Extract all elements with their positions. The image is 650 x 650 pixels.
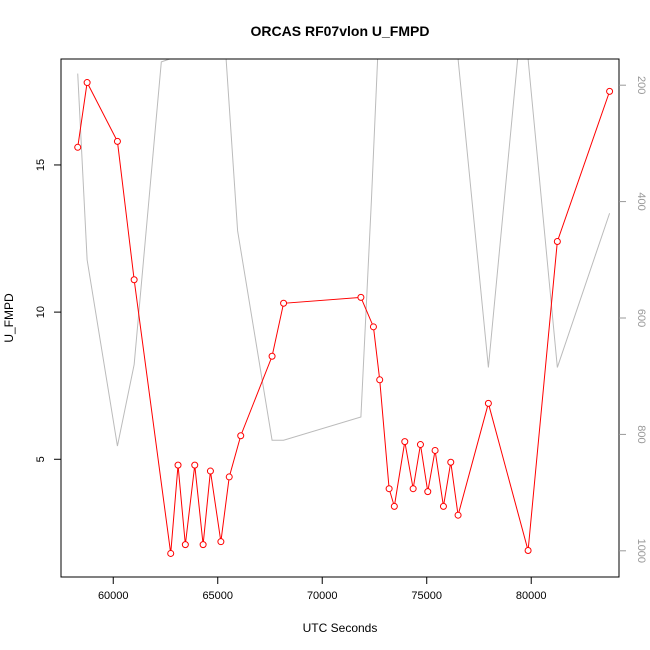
x-axis-label: UTC Seconds: [303, 621, 378, 635]
red-series-point: [447, 458, 455, 466]
red-series-point: [424, 488, 432, 496]
red-series-point: [376, 376, 384, 384]
red-series-point: [431, 446, 439, 454]
red-series-point: [606, 87, 614, 95]
red-series: [74, 79, 614, 557]
red-series-point: [217, 538, 225, 546]
gray-series: [77, 59, 611, 447]
y2-tick-label: 1000: [635, 539, 647, 563]
x-tick-label: 60000: [98, 590, 129, 602]
y2-tick-label: 800: [635, 425, 647, 443]
red-series-point: [369, 323, 377, 331]
gray-series-line: [77, 59, 611, 447]
red-series-point: [401, 438, 409, 446]
x-tick-label: 70000: [307, 590, 338, 602]
red-series-point: [280, 299, 288, 307]
red-series-point: [74, 143, 82, 151]
red-series-point: [454, 511, 462, 519]
red-series-point: [416, 441, 424, 449]
red-series-point: [268, 352, 276, 360]
y-tick-label: 5: [35, 456, 47, 462]
red-series-point: [484, 399, 492, 407]
y-axis: 5 10 15: [35, 159, 61, 462]
x-tick-label: 65000: [202, 590, 233, 602]
red-series-line: [77, 80, 611, 554]
y2-tick-label: 400: [635, 192, 647, 210]
red-series-point: [191, 461, 199, 469]
red-series-point: [357, 293, 365, 301]
y2-axis: 200 400 600 800 1000: [619, 76, 647, 563]
red-series-point: [385, 485, 393, 493]
red-series-point: [181, 541, 189, 549]
x-axis: 60000 65000 70000 75000 80000: [98, 577, 547, 602]
red-series-point: [390, 502, 398, 510]
red-series-point: [113, 137, 121, 145]
y-tick-label: 15: [35, 159, 47, 171]
y-tick-label: 10: [35, 306, 47, 318]
red-series-point: [225, 473, 233, 481]
red-series-point: [524, 547, 532, 555]
red-series-point: [553, 237, 561, 245]
y2-tick-label: 600: [635, 309, 647, 327]
red-series-point: [206, 467, 214, 475]
x-tick-label: 80000: [516, 590, 547, 602]
red-series-point: [174, 461, 182, 469]
y-axis-label: U_FMPD: [2, 293, 16, 343]
red-series-point: [130, 276, 138, 284]
red-series-point: [237, 432, 245, 440]
red-series-point: [439, 502, 447, 510]
red-series-point: [409, 485, 417, 493]
x-tick-label: 75000: [411, 590, 442, 602]
y2-tick-label: 200: [635, 76, 647, 94]
red-series-point: [83, 79, 91, 87]
red-series-point: [167, 549, 175, 557]
red-series-point: [199, 541, 207, 549]
chart-title: ORCAS RF07vlon U_FMPD: [251, 23, 430, 39]
